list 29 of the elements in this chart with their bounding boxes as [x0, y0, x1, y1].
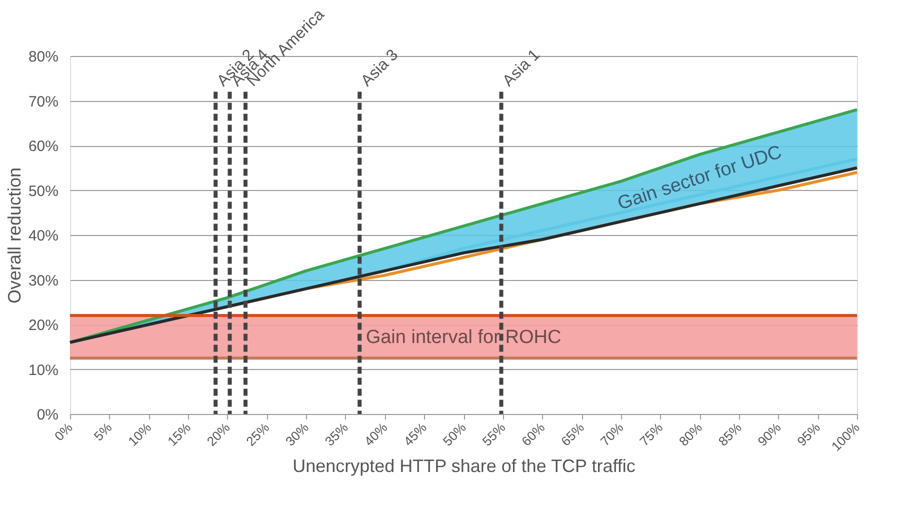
x-tick-label: 90%	[754, 420, 784, 449]
y-tick-label: 80%	[28, 48, 58, 66]
x-tick-label: 95%	[794, 420, 824, 449]
y-tick-label: 20%	[28, 317, 58, 334]
x-tick-label: 70%	[597, 420, 627, 449]
x-tick-label: 30%	[282, 420, 312, 449]
y-axis-title: Overall reduction	[4, 167, 24, 304]
x-axis-title: Unencrypted HTTP share of the TCP traffic	[292, 456, 636, 476]
annotation: Gain sector for UDC	[615, 142, 784, 215]
band-label: Gain interval for ROHC	[366, 326, 562, 348]
ref-line-label: Asia 3	[358, 46, 402, 90]
y-tick-label: 30%	[28, 272, 58, 290]
x-tick-label: 40%	[361, 420, 391, 449]
ref-line-label: Asia 1	[500, 46, 544, 90]
y-tick-label: 50%	[28, 182, 58, 200]
x-tick-label: 85%	[715, 420, 745, 449]
y-tick-label: 70%	[28, 93, 58, 110]
y-tick-label: 40%	[28, 228, 58, 244]
x-tick-label: 5%	[90, 420, 116, 444]
x-tick-label: 75%	[636, 420, 666, 449]
x-tick-label: 60%	[518, 420, 548, 449]
y-tick-label: 60%	[28, 138, 58, 155]
x-tick-label: 35%	[322, 420, 352, 449]
x-tick-label: 50%	[440, 420, 470, 449]
x-tick-label: 80%	[676, 420, 706, 449]
x-tick-label: 55%	[479, 420, 509, 449]
x-tick-label: 45%	[400, 420, 430, 449]
x-tick-label: 65%	[558, 420, 588, 449]
y-tick-label: 10%	[28, 362, 58, 379]
